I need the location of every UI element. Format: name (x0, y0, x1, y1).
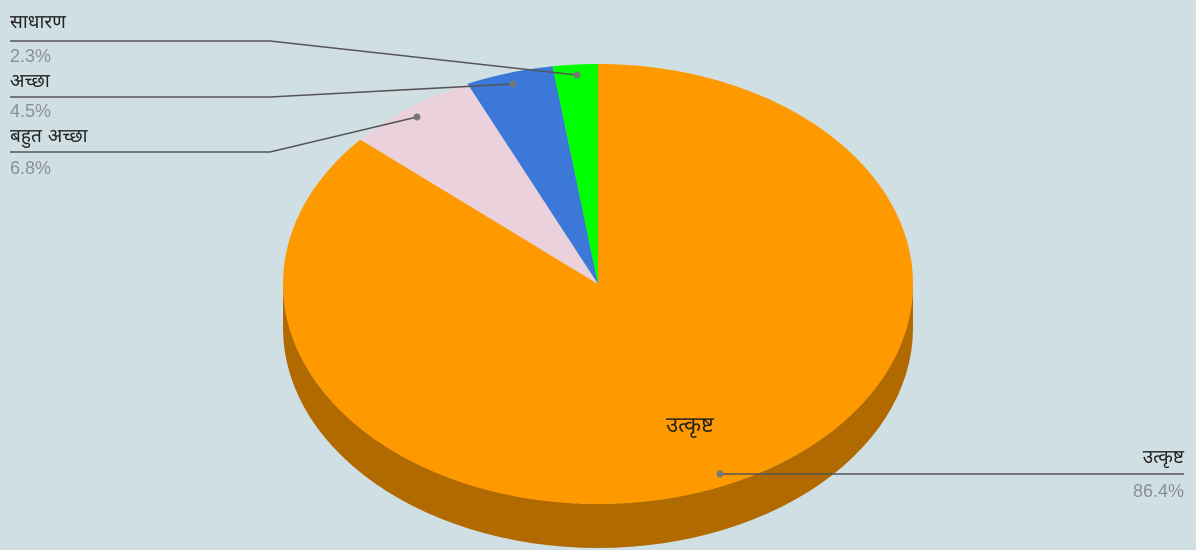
leader-dot-bahut-achha (413, 113, 421, 121)
leader-line-bahut-achha (10, 116, 418, 153)
leader-dot-sadharan (573, 71, 581, 79)
pct-achha: 4.5% (10, 101, 51, 121)
leader-lines (10, 40, 1184, 478)
leader-line-achha (10, 83, 514, 98)
leader-dot-achha (509, 80, 517, 88)
label-achha: अच्छा (10, 70, 51, 92)
leader-line-sadharan (10, 40, 578, 76)
leader-dot-utkrisht (716, 470, 724, 478)
slice-achha[interactable] (467, 66, 599, 284)
pie-slices (283, 64, 913, 504)
pct-sadharan: 2.3% (10, 46, 51, 66)
pct-bahut-achha: 6.8% (10, 158, 51, 178)
label-sadharan: साधारण (10, 11, 66, 33)
label-bahut-achha: बहुत अच्छा (10, 125, 89, 149)
slice-side-utkrisht (283, 284, 913, 548)
slice-sadharan[interactable] (552, 64, 598, 284)
slice-bahut-achha[interactable] (360, 83, 598, 284)
pie-3d-sides (283, 284, 913, 548)
inner-slice-label: उत्कृष्ट (666, 413, 715, 438)
pct-utkrisht: 86.4% (1133, 481, 1184, 501)
label-utkrisht: उत्कृष्ट (1143, 446, 1185, 469)
